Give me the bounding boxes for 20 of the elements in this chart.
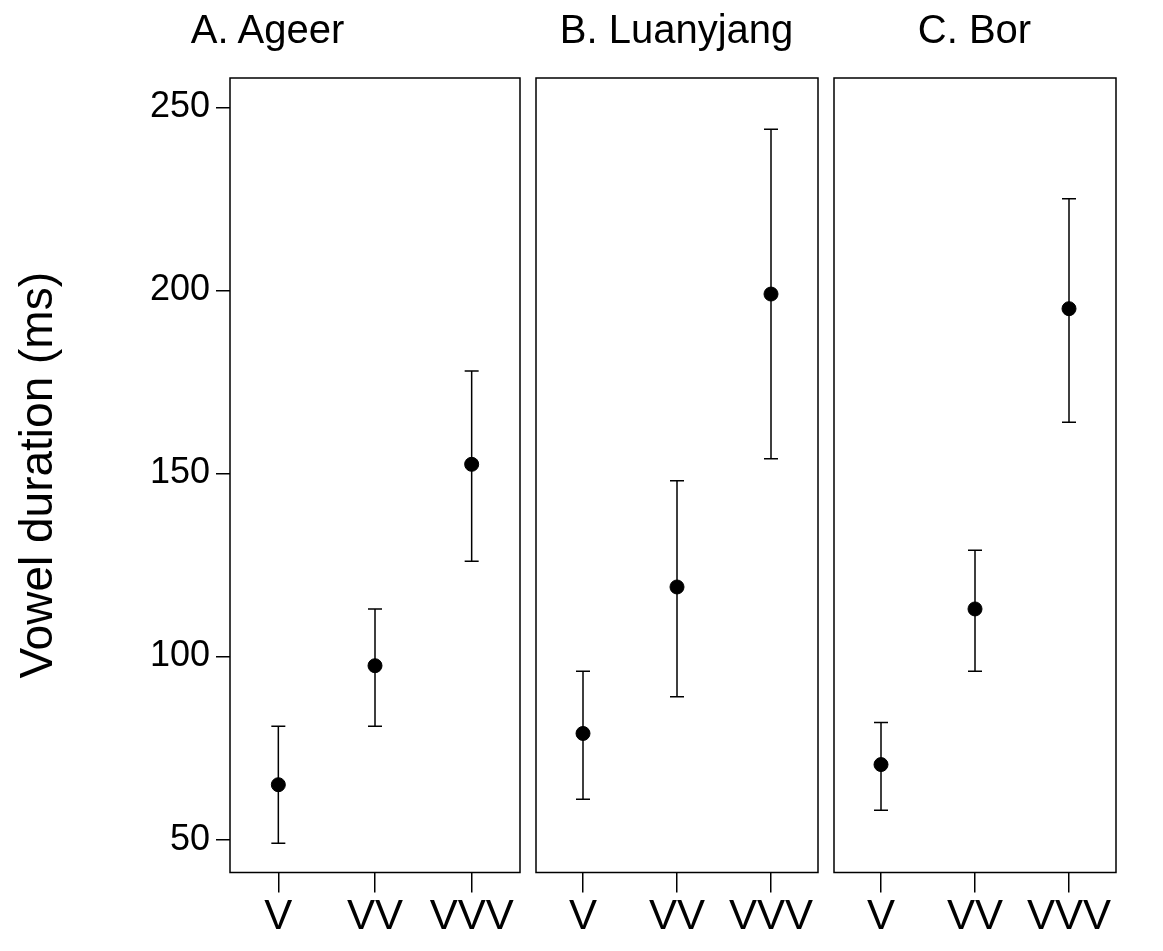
point	[270, 777, 286, 793]
y-tick-label: 100	[149, 633, 210, 675]
x-tick-label: V	[568, 891, 598, 939]
y-axis-title: Vowel duration (ms)	[10, 272, 63, 679]
y-tick-label: 150	[149, 450, 210, 492]
point	[464, 456, 480, 472]
y-tick-label: 200	[149, 267, 210, 309]
x-tick-label: VV	[648, 891, 706, 939]
x-tick-label: VVV	[429, 891, 514, 939]
x-tick-label: V	[264, 891, 293, 939]
x-tick-label: V	[866, 891, 896, 939]
x-tick-label: VVV	[728, 891, 814, 939]
chart-title: C. Bor	[917, 7, 1032, 52]
x-tick-label: VV	[946, 891, 1004, 939]
chart-title: A. Ageer	[190, 7, 345, 52]
x-tick-label: VV	[346, 891, 404, 939]
chart-title: B. Luanyjang	[559, 7, 794, 52]
y-tick-label: 50	[169, 816, 210, 858]
y-tick-label: 250	[149, 84, 210, 126]
x-tick-label: VVV	[1026, 891, 1112, 939]
